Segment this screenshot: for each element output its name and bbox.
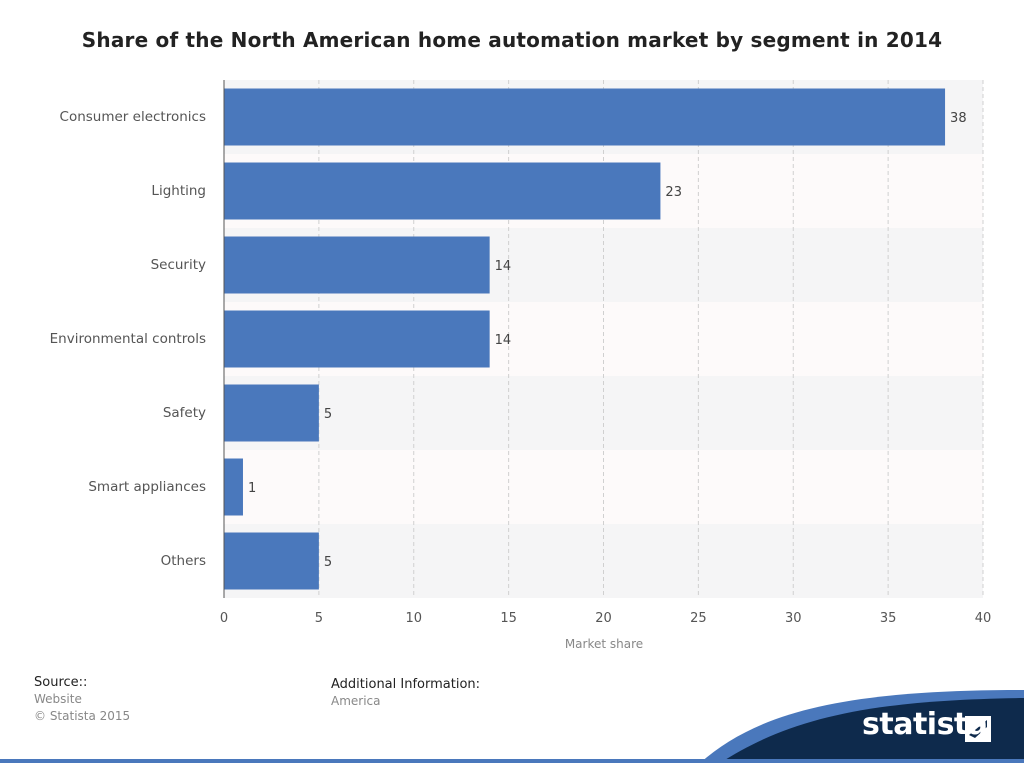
brand-bottom-line — [0, 759, 1024, 763]
category-label: Others — [161, 553, 206, 569]
bar — [224, 458, 243, 516]
brand-wordmark: statista — [862, 707, 988, 742]
x-tick-label: 0 — [220, 611, 228, 626]
data-label: 5 — [324, 555, 332, 570]
source-line-copyright: © Statista 2015 — [34, 709, 131, 723]
additional-info-heading: Additional Information: — [331, 677, 481, 692]
data-label: 14 — [495, 259, 512, 274]
x-tick-label: 10 — [405, 611, 422, 626]
category-labels: Consumer electronics Lighting Security Envi… — [50, 109, 206, 569]
x-axis-label: Market share — [565, 637, 643, 651]
x-tick-label: 15 — [500, 611, 517, 626]
x-tick-label: 5 — [315, 611, 323, 626]
data-label: 1 — [248, 481, 256, 496]
x-tick-label: 40 — [975, 611, 992, 626]
data-label: 5 — [324, 407, 332, 422]
x-tick-label: 20 — [595, 611, 612, 626]
category-label: Smart appliances — [88, 479, 206, 495]
bar — [224, 532, 319, 590]
bar — [224, 162, 661, 220]
x-tick-labels: 0 5 10 15 20 25 30 35 40 — [220, 611, 991, 626]
additional-info-block: Additional Information: America — [331, 676, 480, 710]
additional-info-region: America — [331, 694, 381, 708]
x-tick-label: 30 — [785, 611, 802, 626]
bar — [224, 310, 490, 368]
source-block: Source:: Website © Statista 2015 — [34, 674, 130, 725]
bar — [224, 384, 319, 442]
source-heading: Source:: — [34, 675, 88, 690]
x-tick-label: 35 — [880, 611, 897, 626]
brand-banner — [0, 690, 1024, 763]
brand-swoosh — [720, 698, 1024, 763]
chart-title: Share of the North American home automat… — [81, 28, 943, 52]
data-label: 23 — [665, 185, 682, 200]
category-label: Security — [151, 257, 206, 273]
bar — [224, 236, 490, 294]
category-label: Environmental controls — [50, 331, 206, 347]
source-line-website: Website — [34, 692, 82, 706]
x-tick-label: 25 — [690, 611, 707, 626]
category-label: Lighting — [151, 183, 206, 199]
statista-logo-icon — [965, 716, 991, 742]
category-label: Consumer electronics — [60, 109, 206, 125]
data-labels: 38 23 14 14 5 1 5 — [248, 111, 967, 570]
category-label: Safety — [163, 405, 206, 421]
data-label: 14 — [495, 333, 512, 348]
bar — [224, 88, 946, 146]
bars — [224, 88, 946, 590]
data-label: 38 — [950, 111, 967, 126]
